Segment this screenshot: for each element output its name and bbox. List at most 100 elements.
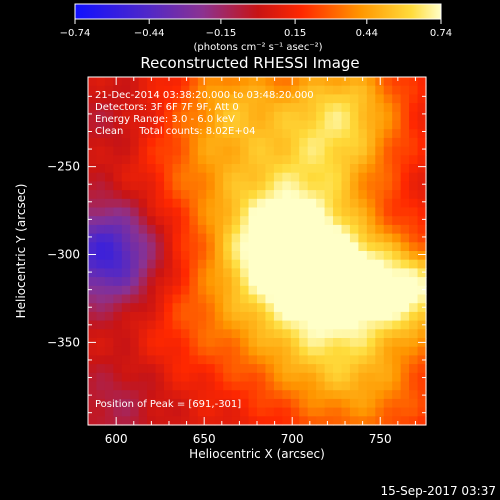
- heatmap-cell: [349, 146, 359, 156]
- heatmap-cell: [366, 407, 376, 417]
- heatmap-cell: [104, 407, 114, 417]
- heatmap-cell: [206, 242, 216, 252]
- heatmap-cell: [333, 381, 343, 391]
- heatmap-cell: [96, 372, 106, 383]
- heatmap-cell: [104, 329, 114, 339]
- heatmap-cell: [240, 251, 250, 261]
- heatmap-cell: [282, 277, 292, 287]
- heatmap-cell: [96, 251, 106, 261]
- heatmap-cell: [121, 311, 131, 322]
- heatmap-cell: [417, 137, 427, 148]
- heatmap-cell: [88, 198, 98, 209]
- heatmap-cell: [400, 311, 410, 322]
- heatmap-cell: [189, 294, 199, 304]
- heatmap-cell: [273, 355, 283, 365]
- heatmap-cell: [316, 294, 326, 304]
- heatmap-cell: [366, 268, 376, 278]
- heatmap-cell: [333, 390, 343, 400]
- heatmap-cell: [180, 216, 190, 226]
- heatmap-cell: [417, 111, 427, 122]
- heatmap-cell: [257, 94, 267, 104]
- heatmap-cell: [383, 285, 393, 296]
- heatmap-cell: [147, 216, 157, 226]
- heatmap-cell: [113, 120, 123, 130]
- heatmap-cell: [265, 364, 275, 374]
- heatmap-cell: [113, 190, 123, 200]
- heatmap-cell: [113, 77, 123, 87]
- heatmap-cell: [349, 251, 359, 261]
- heatmap-cell: [349, 111, 359, 122]
- heatmap-cell: [164, 85, 174, 95]
- heatmap-cell: [417, 416, 427, 426]
- heatmap-cell: [155, 224, 165, 235]
- colorbar-tick-label: −0.74: [60, 28, 91, 39]
- heatmap-cell: [257, 85, 267, 95]
- heatmap-cell: [214, 285, 224, 296]
- heatmap-cell: [265, 268, 275, 278]
- heatmap-cell: [88, 190, 98, 200]
- heatmap-cell: [375, 372, 385, 383]
- heatmap-cell: [223, 103, 233, 113]
- heatmap-cell: [206, 303, 216, 313]
- heatmap-cell: [206, 224, 216, 235]
- heatmap-cell: [231, 198, 241, 209]
- heatmap-cell: [358, 172, 368, 182]
- heatmap-cell: [96, 164, 106, 174]
- heatmap-cell: [366, 172, 376, 182]
- heatmap-cell: [299, 303, 309, 313]
- heatmap-cell: [223, 129, 233, 139]
- heatmap-cell: [324, 311, 334, 322]
- heatmap-cell: [164, 190, 174, 200]
- heatmap-cell: [164, 381, 174, 391]
- heatmap-cell: [155, 407, 165, 417]
- heatmap-cell: [282, 103, 292, 113]
- colorbar-tick-label: 0.15: [284, 28, 306, 39]
- heatmap-cell: [341, 155, 351, 165]
- heatmap-cell: [409, 129, 419, 139]
- heatmap-cell: [248, 320, 258, 330]
- heatmap-cell: [130, 372, 140, 383]
- heatmap-cell: [299, 242, 309, 252]
- heatmap-cell: [88, 164, 98, 174]
- heatmap-cell: [400, 103, 410, 113]
- heatmap-cell: [189, 224, 199, 235]
- heatmap-cell: [88, 85, 98, 95]
- heatmap-cell: [240, 268, 250, 278]
- heatmap-cell: [104, 416, 114, 426]
- heatmap-cell: [248, 224, 258, 235]
- heatmap-cell: [248, 294, 258, 304]
- heatmap-cell: [290, 233, 300, 243]
- heatmap-cell: [409, 94, 419, 104]
- heatmap-cell: [231, 207, 241, 217]
- heatmap-cell: [409, 372, 419, 383]
- heatmap-cell: [88, 268, 98, 278]
- heatmap-cell: [240, 155, 250, 165]
- heatmap-cell: [392, 172, 402, 182]
- heatmap-cell: [341, 77, 351, 87]
- heatmap-cell: [282, 311, 292, 322]
- heatmap-cell: [316, 233, 326, 243]
- heatmap-cell: [290, 94, 300, 104]
- x-axis-ticks: 600 650 700 750: [105, 77, 416, 446]
- heatmap-cell: [240, 364, 250, 374]
- heatmap-cell: [240, 398, 250, 409]
- heatmap-cell: [189, 164, 199, 174]
- heatmap-cell: [197, 181, 207, 191]
- heatmap-cell: [307, 224, 317, 235]
- heatmap-cell: [248, 303, 258, 313]
- heatmap-cell: [273, 103, 283, 113]
- heatmap-cell: [180, 233, 190, 243]
- heatmap-cell: [409, 355, 419, 365]
- heatmap-cell: [358, 398, 368, 409]
- heatmap-cell: [104, 381, 114, 391]
- heatmap-cell: [383, 242, 393, 252]
- heatmap-cell: [366, 259, 376, 269]
- heatmap-cell: [172, 416, 182, 426]
- heatmap-cell: [155, 294, 165, 304]
- heatmap-cell: [197, 164, 207, 174]
- heatmap-cell: [358, 329, 368, 339]
- heatmap-cell: [417, 398, 427, 409]
- heatmap-cell: [147, 303, 157, 313]
- heatmap-cell: [383, 346, 393, 356]
- heatmap-cell: [231, 355, 241, 365]
